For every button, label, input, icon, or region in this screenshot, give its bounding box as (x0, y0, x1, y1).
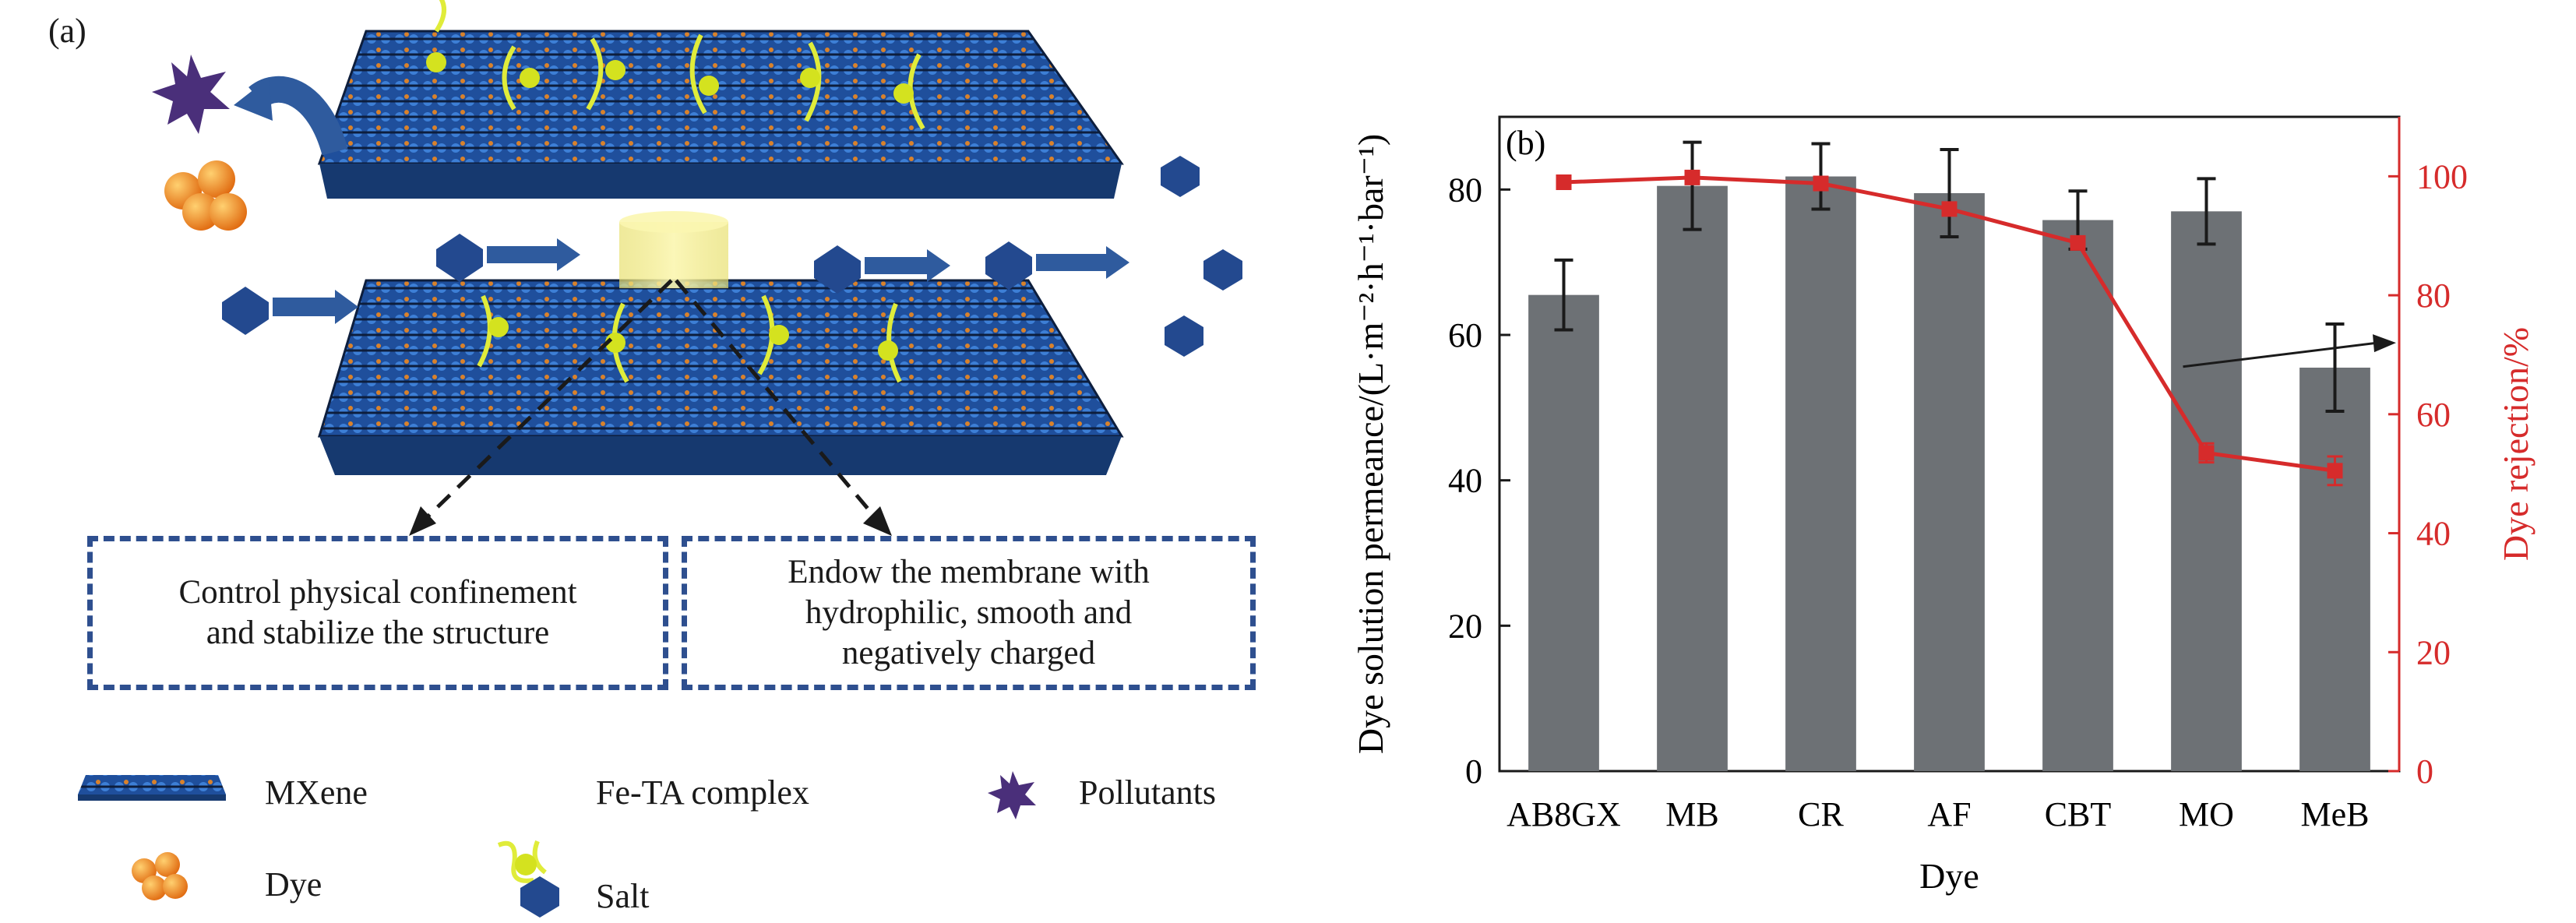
x-tick-label: CBT (2045, 795, 2112, 833)
panel-a-tag: (a) (48, 12, 86, 50)
bar-MO (2171, 211, 2242, 771)
x-axis: AB8GX MB CR AF CBT MO MeB (1506, 795, 2369, 833)
x-tick-label: MO (2179, 795, 2234, 833)
legend-salt-icon (520, 876, 559, 918)
rejection-point-AB8GX (1556, 174, 1572, 190)
x-axis-title: Dye (1919, 856, 1979, 896)
panel-b-tag: (b) (1506, 124, 1545, 162)
caption-right-box: Endow the membrane with hydrophilic, smo… (682, 536, 1256, 690)
right-tick-label: 20 (2416, 633, 2451, 671)
right-tick-label: 0 (2416, 752, 2433, 791)
salt-permeation-arrows (222, 234, 1129, 335)
right-tick-label: 40 (2416, 515, 2451, 553)
right-tick-label: 80 (2416, 277, 2451, 315)
bar-errorbar-MeB (2325, 322, 2345, 413)
schematic-panel: (a) (48, 0, 1256, 918)
rejection-point-AF (1941, 201, 1958, 217)
left-tick-label: 80 (1448, 171, 1482, 209)
rejection-point-CR (1813, 175, 1829, 192)
legend-label-dye: Dye (265, 865, 322, 904)
x-tick-label: CR (1798, 795, 1844, 833)
rejection-point-CBT (2070, 234, 2086, 251)
x-tick-label: MB (1665, 795, 1718, 833)
right-tick-label: 60 (2416, 396, 2451, 434)
left-y-axis: 0 20 40 60 80 (1448, 171, 1510, 791)
chart-panel: 0 20 40 60 80 0 20 40 60 80 100 AB8GX MB CR AF CBT MO M… (1309, 0, 2576, 923)
errorbars-layer (1554, 140, 2345, 413)
rejection-point-MO (2198, 445, 2215, 461)
caption-right-line-2: hydrophilic, smooth and (805, 594, 1133, 631)
permeance-rejection-chart: 0 20 40 60 80 0 20 40 60 80 100 AB8GX MB CR AF CBT MO M… (1351, 115, 2535, 896)
fe-ta-nodes (426, 52, 914, 361)
lower-mxene-layer (317, 279, 1124, 475)
rejection-line-layer (1556, 169, 2343, 487)
legend-dye-icon (132, 852, 188, 900)
legend-label-fe-ta: Fe-TA complex (596, 773, 809, 812)
bars-layer (1528, 176, 2370, 772)
bar-errorbar-MB (1683, 140, 1702, 231)
bar-MB (1657, 185, 1728, 771)
legend-mxene-icon (78, 775, 226, 801)
caption-right-line-1: Endow the membrane with (788, 554, 1150, 590)
confinement-cylinder (619, 211, 728, 288)
right-y-axis-title: Dye rejection/% (2496, 327, 2535, 561)
legend-label-mxene: MXene (265, 773, 368, 812)
bar-CR (1785, 176, 1856, 772)
caption-left-line-2: and stabilize the structure (206, 615, 550, 651)
x-tick-label: MeB (2301, 795, 2370, 833)
fe-ta-chains (434, 0, 925, 383)
membrane-schematic (78, 0, 1242, 918)
bar-MeB (2299, 368, 2370, 771)
rejection-curved-arrow (234, 76, 348, 156)
legend-pollutant-icon (988, 771, 1036, 819)
bar-CBT (2042, 220, 2113, 771)
leader-arrows (419, 279, 882, 525)
bar-errorbar-AB8GX (1554, 258, 1573, 332)
bar-errorbar-MO (2197, 177, 2216, 246)
left-tick-label: 0 (1465, 752, 1482, 791)
legend-label-salt: Salt (596, 877, 650, 915)
x-tick-label: AF (1927, 795, 1971, 833)
bar-errorbar-AF (1940, 148, 1959, 238)
left-tick-label: 20 (1448, 607, 1482, 645)
rejection-point-MB (1684, 169, 1700, 185)
legend-fe-ta-icon (497, 840, 547, 883)
right-y-axis: 0 20 40 60 80 100 (2388, 117, 2468, 791)
caption-left-box: Control physical confinement and stabili… (87, 536, 668, 690)
pollutant-star-icon (152, 55, 230, 134)
dye-cluster-icon (164, 160, 247, 231)
bar-AF (1914, 193, 1985, 771)
annotation-arrow (2183, 334, 2396, 368)
caption-left-line-1: Control physical confinement (178, 574, 577, 611)
x-tick-label: AB8GX (1506, 795, 1621, 833)
annotation-arrow-shaft (2183, 341, 2378, 368)
left-tick-label: 60 (1448, 316, 1482, 354)
left-y-axis-title: Dye solution permeance/(L·m⁻²·h⁻¹·bar⁻¹) (1351, 134, 1390, 754)
upper-mxene-layer (317, 30, 1124, 199)
legend-label-pollutants: Pollutants (1079, 773, 1217, 812)
rejection-point-MeB (2327, 463, 2343, 479)
annotation-arrow-head (2373, 334, 2396, 353)
caption-right-line-3: negatively charged (841, 635, 1096, 671)
leader-arrowheads (409, 506, 892, 536)
salt-icons-right (1161, 156, 1242, 357)
bar-AB8GX (1528, 294, 1599, 772)
right-tick-label: 100 (2416, 157, 2468, 196)
left-tick-label: 40 (1448, 462, 1482, 500)
